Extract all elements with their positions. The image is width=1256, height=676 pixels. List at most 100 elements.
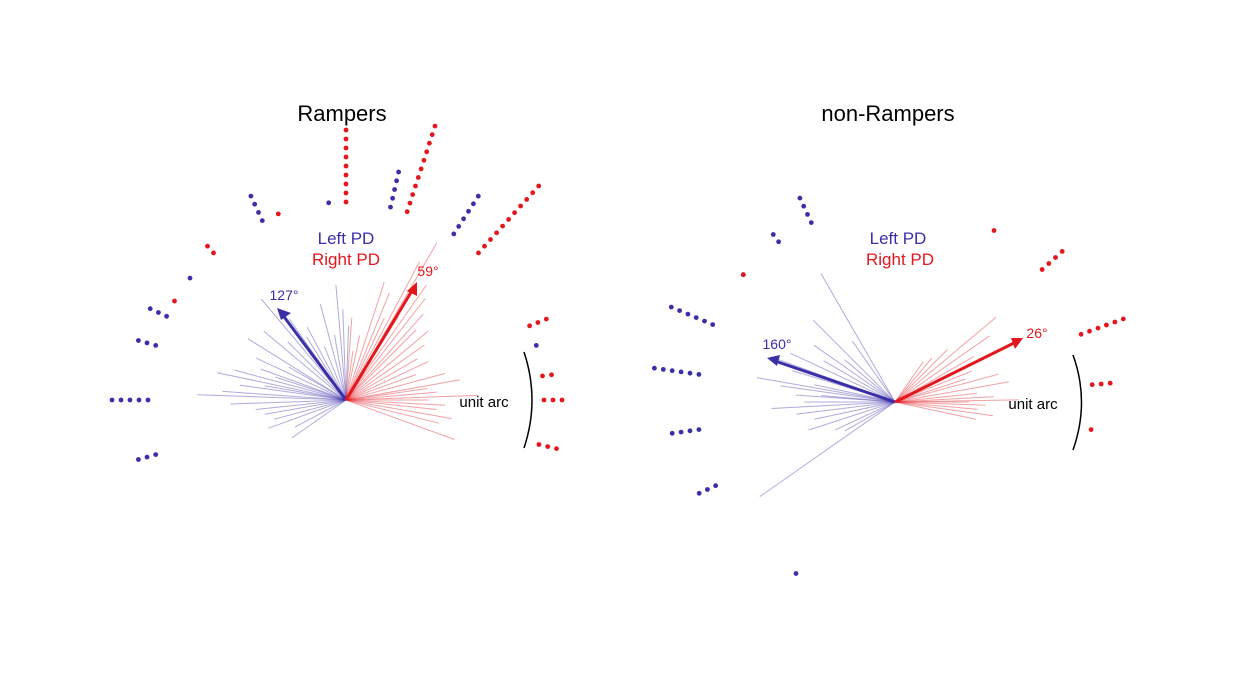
histogram-dot-left <box>147 306 153 312</box>
pd-ray-right <box>894 392 978 403</box>
pd-ray-right <box>345 388 428 401</box>
pd-ray-right <box>345 292 390 401</box>
histogram-dot-left <box>153 452 159 457</box>
pd-ray-right <box>894 373 999 403</box>
pd-ray-left <box>264 385 347 401</box>
pd-ray-left <box>335 284 347 401</box>
histogram-dot-right <box>543 316 549 322</box>
pd-ray-left <box>306 326 347 401</box>
histogram-dot-left <box>696 372 702 377</box>
histogram-dot-left <box>705 487 710 492</box>
histogram-dot-left <box>394 178 399 184</box>
histogram-dot-left <box>677 308 682 313</box>
pd-ray-right <box>894 335 990 403</box>
panel-rampers: Rampers Left PD Right PD 127° 59° unit a… <box>109 101 565 462</box>
histogram-dot-right <box>550 397 556 403</box>
histogram-dot-right <box>740 272 746 278</box>
pd-ray-left <box>274 399 347 420</box>
histogram-dot-right <box>540 373 545 379</box>
pd-ray-left <box>834 401 896 431</box>
pd-ray-right <box>894 357 933 403</box>
histogram-dot-left <box>326 200 332 206</box>
histogram-dot-right <box>427 140 432 146</box>
histogram-dot-left <box>652 365 657 371</box>
histogram-dot-right <box>1088 427 1094 432</box>
histogram-dot-right <box>421 157 427 163</box>
pd-ray-left <box>268 399 347 429</box>
rays-right <box>894 316 1019 420</box>
histogram-dot-right <box>343 127 349 133</box>
pd-ray-right <box>894 401 986 406</box>
histogram-dot-left <box>451 231 457 237</box>
pd-ray-left <box>820 395 896 403</box>
histogram-dot-right <box>541 397 547 403</box>
chart-title: non-Rampers <box>821 101 954 126</box>
histogram-dot-left <box>153 343 159 348</box>
pd-ray-left <box>790 352 896 403</box>
pd-ray-left <box>814 384 896 403</box>
pd-ray-left <box>814 401 896 420</box>
pd-ray-left <box>844 359 896 403</box>
legend-left-pd: Left PD <box>870 229 927 248</box>
histogram-dot-right <box>535 320 541 325</box>
histogram-dot-left <box>696 427 702 432</box>
histogram-dot-left <box>797 195 803 201</box>
histogram-dot-left <box>456 224 462 229</box>
histogram-dot-right <box>476 250 481 256</box>
pd-ray-left <box>255 399 347 410</box>
histogram-dot-left <box>248 193 254 199</box>
pd-ray-left <box>291 399 347 439</box>
histogram-dot-left <box>109 397 115 403</box>
pd-ray-left <box>275 376 347 401</box>
histogram-dot-right <box>404 209 410 215</box>
histogram-dot-left <box>693 315 699 320</box>
histogram-dot-left <box>461 216 466 222</box>
histogram-dot-left <box>793 571 799 576</box>
histogram-dot-left <box>678 429 684 435</box>
histogram-dot-left <box>118 397 124 403</box>
histogram-dot-right <box>418 166 424 172</box>
histogram-dot-right <box>429 132 435 138</box>
pd-ray-left <box>820 273 896 403</box>
unit-arc <box>1072 354 1083 451</box>
histogram-dot-right <box>343 145 349 151</box>
histogram-dot-right <box>275 211 281 217</box>
right-pd-angle-label: 59° <box>417 263 438 279</box>
rays-right <box>345 242 478 440</box>
histogram-dot-left <box>687 370 693 376</box>
histogram-dot-right <box>500 223 505 229</box>
histogram-dot-right <box>524 197 530 202</box>
pd-ray-left <box>287 341 347 401</box>
histogram-dot-right <box>1053 255 1058 260</box>
legend-right-pd: Right PD <box>312 250 380 269</box>
pd-ray-right <box>894 401 978 410</box>
pd-ray-right <box>894 349 948 403</box>
histogram-dot-right <box>410 192 416 198</box>
left-pd-arrowhead <box>767 355 780 366</box>
histogram-dot-left <box>770 232 776 237</box>
left-pd-arrowhead <box>277 308 291 320</box>
pd-ray-left <box>813 344 896 403</box>
histogram-dot-right <box>512 210 517 216</box>
histogram-dot-left <box>801 203 807 209</box>
histogram-dot-left <box>256 210 261 215</box>
pd-ray-left <box>288 366 347 401</box>
pd-ray-right <box>345 379 460 401</box>
dot-bins <box>652 195 1126 576</box>
histogram-dot-left <box>145 397 151 403</box>
pd-ray-right <box>345 399 455 440</box>
histogram-dot-right <box>343 136 349 142</box>
pd-ray-left <box>323 346 347 401</box>
pd-ray-right <box>345 391 437 401</box>
pd-ray-right <box>894 396 994 403</box>
histogram-dot-right <box>343 154 349 160</box>
histogram-dot-right <box>1078 331 1084 337</box>
pd-ray-left <box>796 401 896 415</box>
histogram-dot-right <box>343 181 349 187</box>
pd-ray-left <box>808 401 896 431</box>
histogram-dot-left <box>696 490 702 496</box>
pd-ray-right <box>345 350 354 401</box>
histogram-dot-right <box>518 203 523 209</box>
